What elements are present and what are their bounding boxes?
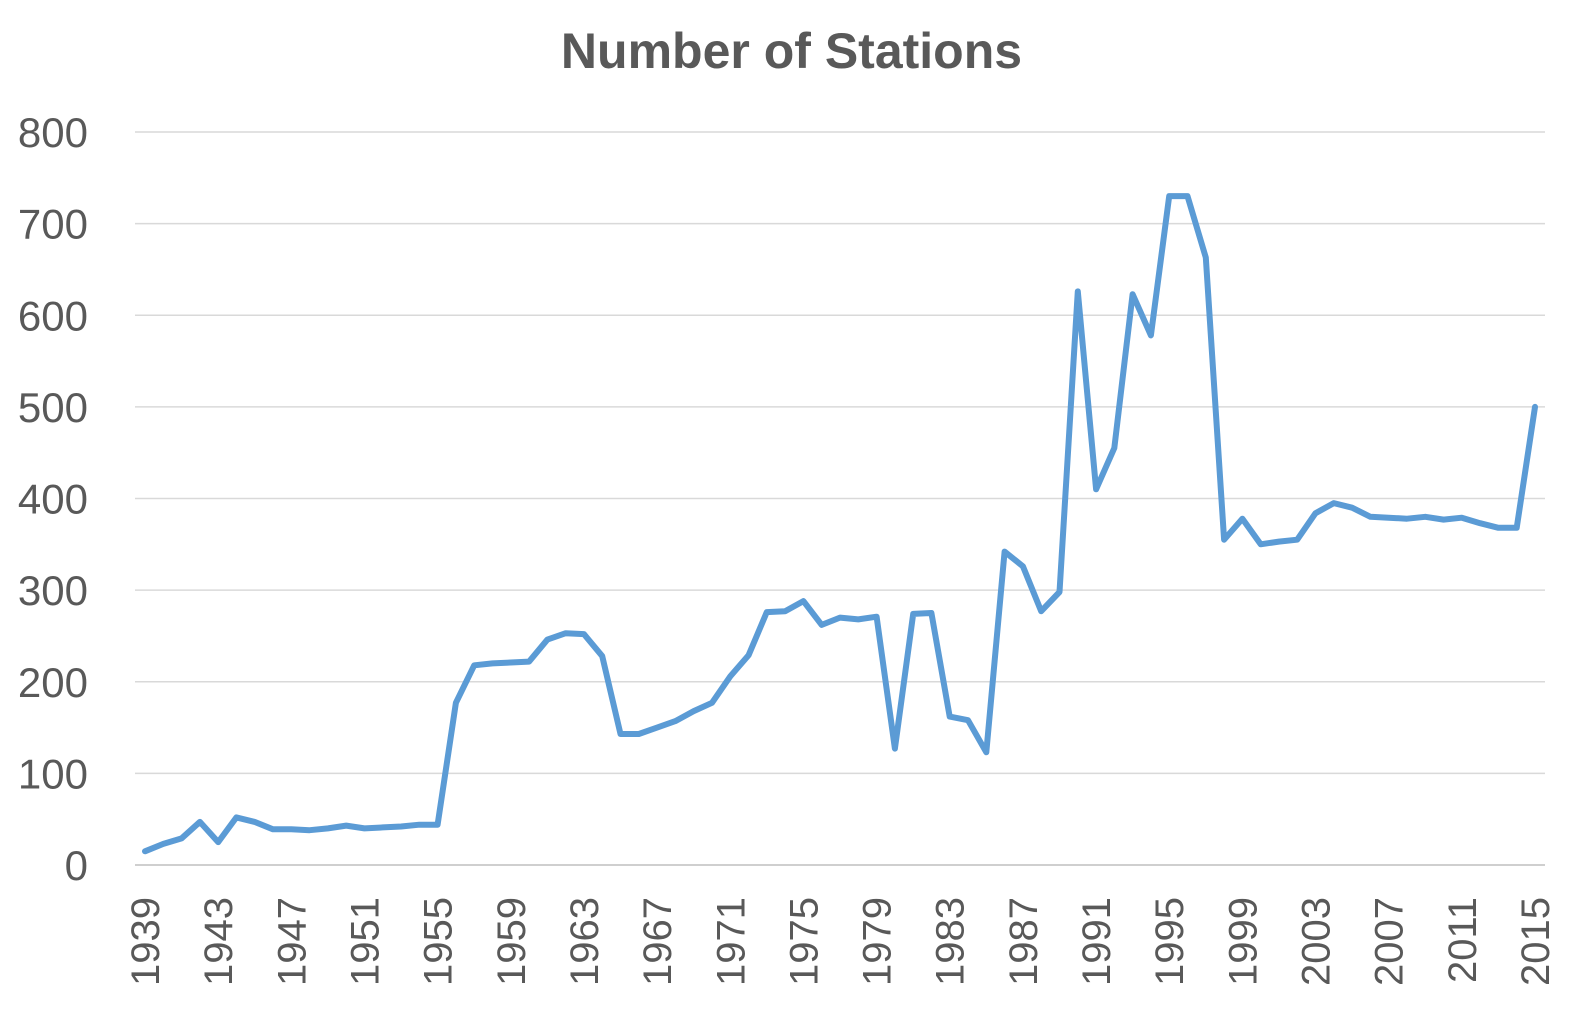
x-tick-label: 2011 xyxy=(1441,897,1485,983)
y-tick-label: 600 xyxy=(18,292,88,339)
x-tick-label: 2015 xyxy=(1514,897,1558,986)
series-line xyxy=(142,193,1538,855)
y-tick-label: 100 xyxy=(18,750,88,797)
x-tick-label: 1971 xyxy=(709,897,753,986)
x-tick-label: 1947 xyxy=(270,897,314,986)
y-tick-label: 800 xyxy=(18,109,88,156)
x-tick-label: 2003 xyxy=(1295,897,1339,986)
y-tick-label: 300 xyxy=(18,567,88,614)
x-tick-label: 1943 xyxy=(197,897,241,986)
y-tick-label: 700 xyxy=(18,201,88,248)
x-tick-label: 1963 xyxy=(563,897,607,986)
y-tick-label: 400 xyxy=(18,476,88,523)
x-tick-label: 1987 xyxy=(1002,897,1046,986)
x-tick-label: 1995 xyxy=(1148,897,1192,986)
x-tick-label: 1999 xyxy=(1221,897,1265,986)
x-tick-label: 2007 xyxy=(1368,897,1412,986)
x-tick-label: 1991 xyxy=(1075,897,1119,986)
x-tick-label: 1979 xyxy=(856,897,900,986)
x-tick-label: 1975 xyxy=(782,897,826,986)
x-tick-label: 1955 xyxy=(417,897,461,986)
chart-title: Number of Stations xyxy=(560,23,1023,79)
y-tick-label: 0 xyxy=(65,842,88,889)
x-tick-label: 1983 xyxy=(929,897,973,986)
x-tick-label: 1939 xyxy=(124,897,168,986)
x-tick-label: 1967 xyxy=(636,897,680,986)
x-tick-label: 1951 xyxy=(343,897,387,986)
x-tick-label: 1959 xyxy=(490,897,534,986)
y-tick-label: 500 xyxy=(18,384,88,431)
y-tick-label: 200 xyxy=(18,659,88,706)
